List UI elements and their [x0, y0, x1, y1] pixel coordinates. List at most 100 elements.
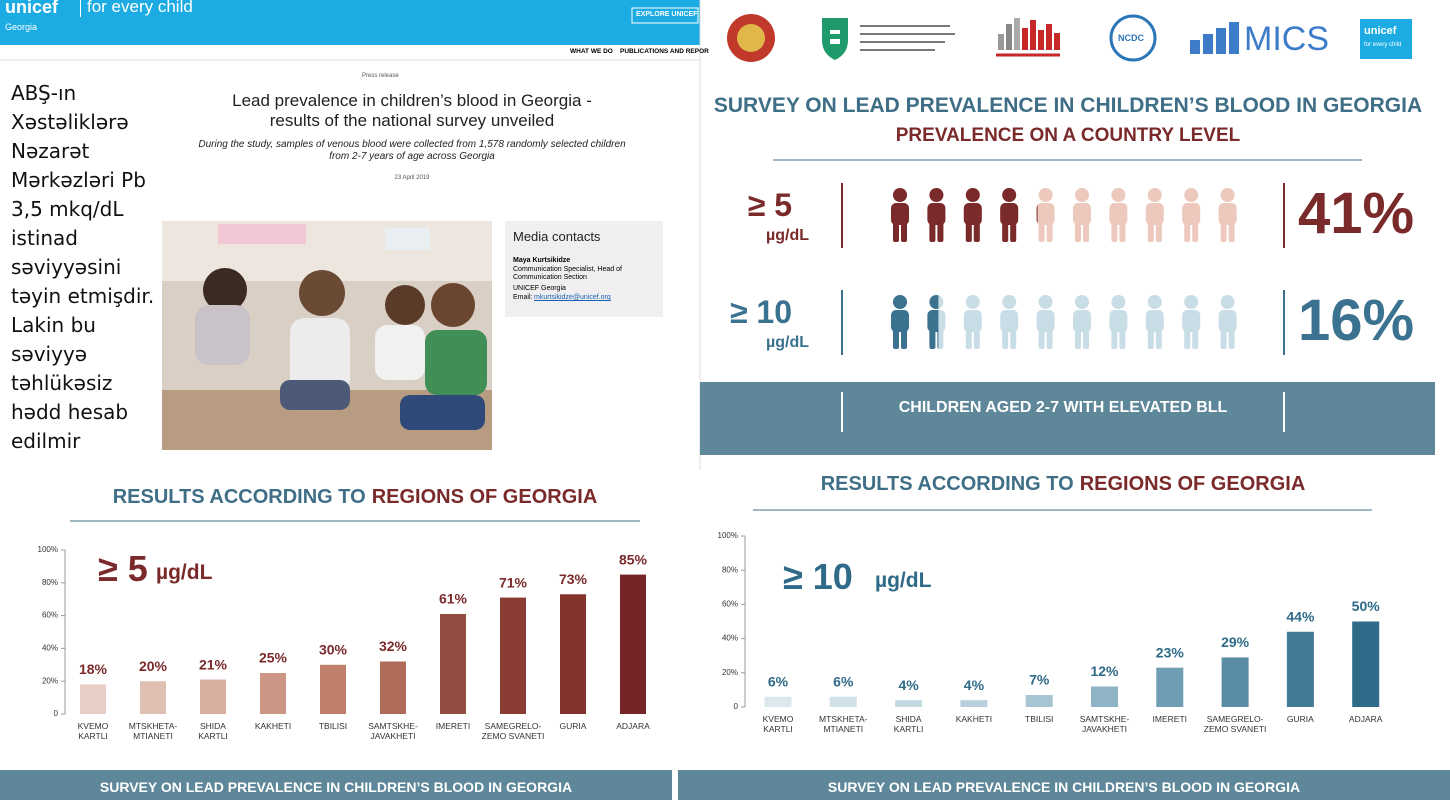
icon-dark — [927, 295, 939, 349]
annotation-threshold: ≥ 5 — [98, 548, 148, 589]
person-icon — [1036, 188, 1055, 242]
x-tick-label: TBILISI — [1025, 714, 1054, 724]
y-tick-label: 100% — [718, 531, 738, 540]
bar — [1091, 686, 1118, 707]
icon-light — [1000, 295, 1019, 349]
icon-leg — [1038, 220, 1045, 242]
icon-head — [1184, 295, 1199, 309]
value-label: 18% — [79, 661, 108, 677]
y-tick-label: 100% — [38, 545, 58, 554]
person-icon — [1145, 295, 1164, 349]
explore-label[interactable]: EXPLORE UNICEF — [636, 11, 698, 18]
icon-body — [1145, 203, 1164, 225]
y-tick-label: 80% — [42, 578, 58, 587]
icon-light — [1145, 295, 1164, 349]
article-date: 23 April 2019 — [394, 175, 430, 181]
icon-leg — [965, 220, 972, 242]
icon-body — [1073, 310, 1091, 332]
value-label: 32% — [379, 638, 408, 654]
icon-body — [1218, 310, 1237, 332]
icon-leg — [937, 327, 944, 349]
person-icon — [1218, 295, 1237, 349]
person-icon — [891, 295, 909, 349]
infographic-subtitle: PREVALENCE ON A COUNTRY LEVEL — [895, 125, 1241, 146]
x-tick-label: KVEMO KARTLI — [77, 721, 109, 741]
y-tick-label: 0 — [54, 709, 59, 718]
contact-name: Maya Kurtsikidze — [513, 257, 571, 264]
value-label: 61% — [439, 591, 468, 607]
icon-leg — [973, 220, 980, 242]
x-tick-label: SAMTSKHE- JAVAKHETI — [368, 721, 418, 741]
icon-leg — [1228, 327, 1235, 349]
person-icon — [963, 295, 982, 349]
icon-light — [1073, 188, 1091, 242]
unicef-tagline: for every child — [1364, 42, 1402, 48]
nav-item[interactable]: WHAT WE DO — [570, 48, 613, 55]
icon-leg — [1184, 327, 1191, 349]
annotation-unit: µg/dL — [875, 569, 932, 592]
threshold: ≥ 10 — [729, 294, 792, 330]
y-tick-label: 60% — [42, 611, 58, 620]
value-label: 30% — [319, 642, 348, 658]
person-icon — [1109, 295, 1128, 349]
title-highlight: REGIONS OF GEORGIA — [1079, 473, 1306, 495]
nav-item[interactable]: PUBLICATIONS AND REPOR — [620, 48, 709, 55]
bar — [1352, 621, 1380, 707]
icon-light — [1073, 295, 1091, 349]
person-icon — [927, 295, 946, 349]
contact-email[interactable]: mkurtsikidze@unicef.org — [534, 294, 611, 301]
bar — [200, 679, 226, 714]
person-icon — [1036, 295, 1055, 349]
icon-leg — [1046, 220, 1053, 242]
person-icon — [1000, 188, 1019, 242]
contact-org: UNICEF Georgia — [513, 285, 566, 292]
x-tick-label: SAMTSKHE- JAVAKHETI — [1079, 714, 1130, 734]
icon-leg — [1220, 327, 1227, 349]
tagline: for every child — [80, 0, 193, 17]
x-tick-label: IMERETI — [1152, 714, 1188, 724]
icon-leg — [973, 327, 980, 349]
bar — [764, 696, 792, 707]
x-tick-label: KAKHETI — [955, 714, 993, 724]
person-icon — [1109, 188, 1128, 242]
icon-leg — [1038, 327, 1045, 349]
icon-leg — [1111, 327, 1118, 349]
icon-leg — [1155, 220, 1162, 242]
photo — [162, 221, 492, 450]
x-tick-label: ADJARA — [1348, 714, 1383, 724]
y-tick-label: 40% — [722, 634, 738, 643]
icon-light — [963, 295, 982, 349]
bar — [440, 613, 466, 714]
icon-leg — [1075, 327, 1081, 349]
icon-body — [1036, 310, 1055, 332]
icon-body — [1218, 203, 1237, 225]
icon-light — [1036, 188, 1055, 242]
person-icon — [891, 188, 909, 242]
icon-head — [1111, 188, 1126, 202]
icon-head — [965, 188, 980, 202]
icon-light — [1109, 295, 1128, 349]
x-tick-label: MTSKHETA- MTIANETI — [128, 721, 178, 741]
value-label: 29% — [1221, 634, 1250, 650]
chart-title: RESULTS ACCORDING TO REGIONS OF GEORGIA — [55, 486, 655, 509]
icon-leg — [1155, 327, 1162, 349]
x-tick-label: ADJARA — [616, 721, 650, 731]
icon-leg — [1083, 327, 1089, 349]
icon-leg — [1111, 220, 1118, 242]
unicef-logo: unicef — [1364, 25, 1397, 37]
icon-body — [1182, 203, 1201, 225]
explore-button[interactable] — [631, 7, 699, 24]
icon-leg — [1075, 220, 1081, 242]
x-tick-label: TBILISI — [318, 721, 348, 731]
value-label: 21% — [199, 656, 228, 672]
person-icon — [1145, 188, 1164, 242]
annotation-threshold: ≥ 10 — [783, 556, 853, 597]
icon-head — [1220, 295, 1235, 309]
logos — [727, 14, 1412, 62]
person-icon — [963, 188, 982, 242]
article-label: Press release — [362, 73, 399, 79]
value-label: 71% — [499, 574, 528, 590]
y-tick-label: 80% — [722, 565, 738, 574]
icon-leg — [929, 327, 936, 349]
contacts-heading: Media contacts — [513, 229, 601, 244]
